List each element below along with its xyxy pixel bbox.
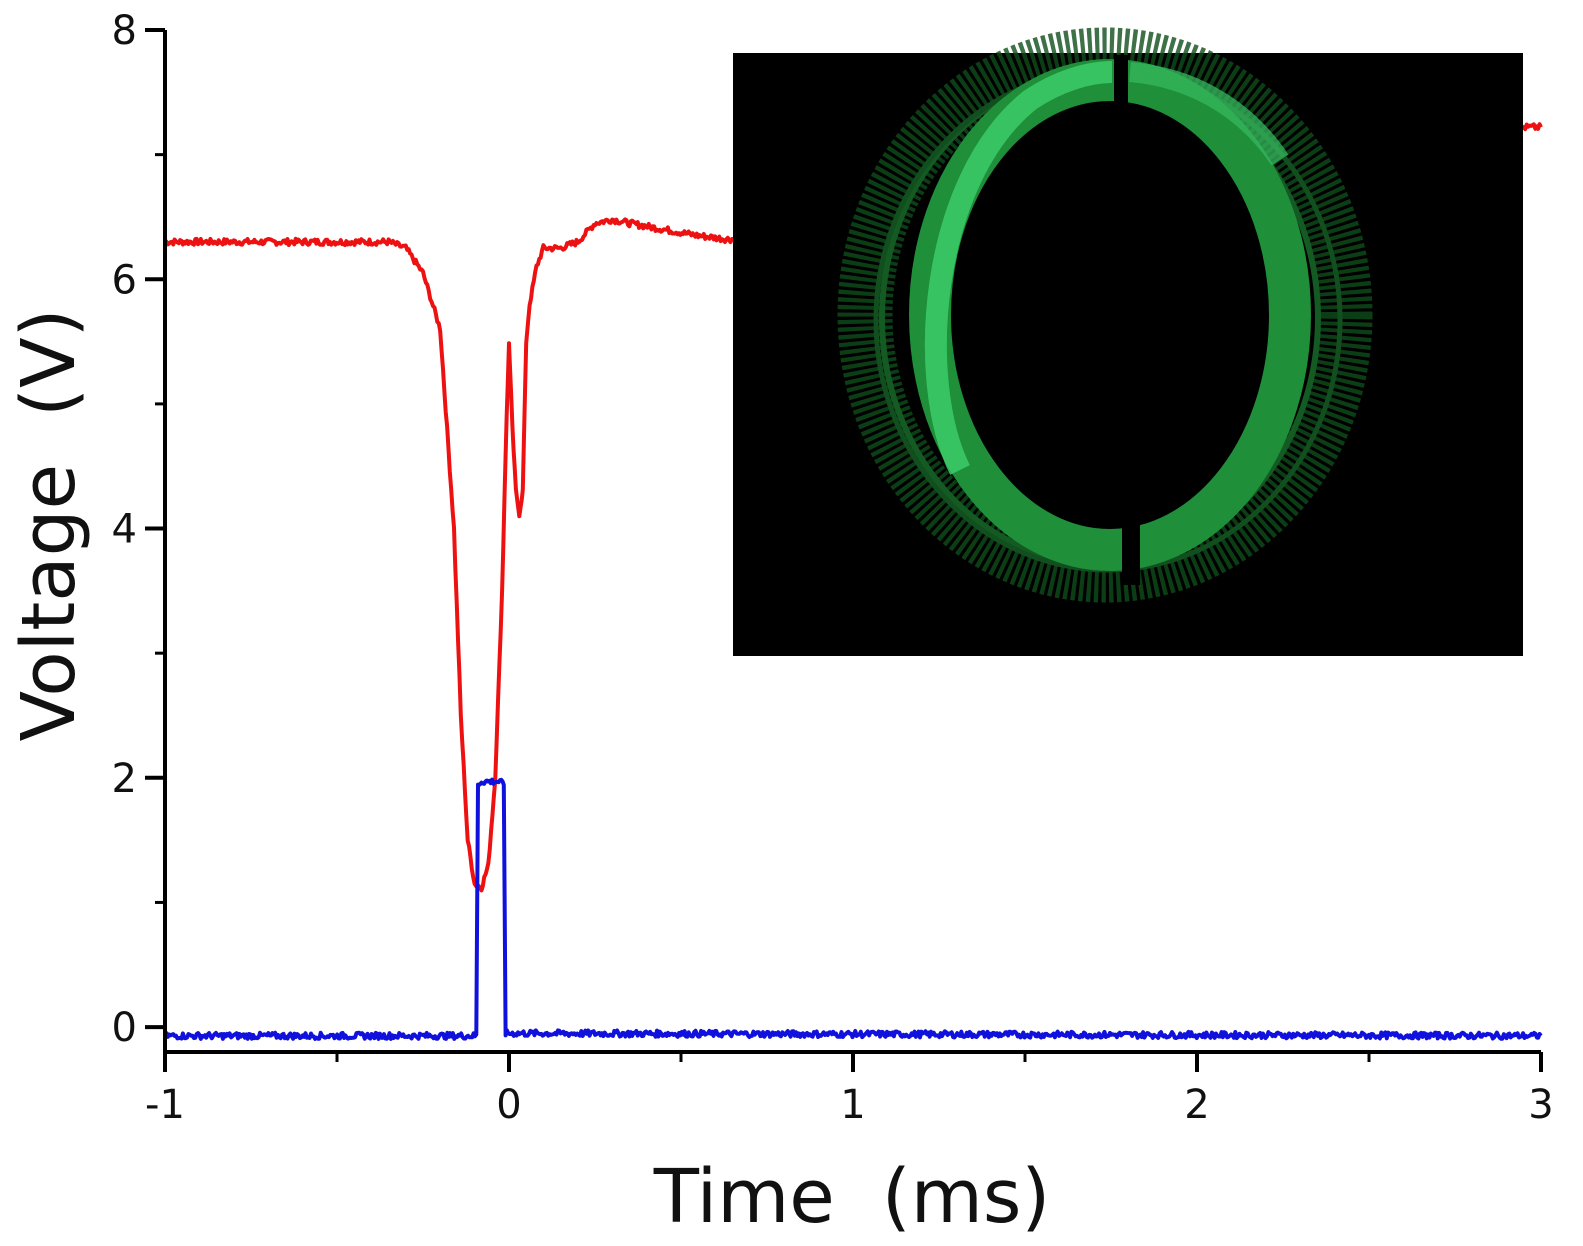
x-axis-ticks: -1 0 1 2 3 [145, 1052, 1554, 1128]
x-tick-label: 0 [496, 1082, 521, 1128]
y-tick-label: 2 [112, 756, 137, 802]
x-tick-label: -1 [145, 1082, 185, 1128]
x-tick-label: 1 [840, 1082, 865, 1128]
y-tick-label: 6 [112, 257, 137, 303]
x-tick-label: 2 [1184, 1082, 1209, 1128]
y-tick-label: 0 [112, 1005, 137, 1051]
y-tick-label: 8 [112, 8, 137, 54]
y-tick-label: 4 [112, 507, 137, 553]
x-tick-label: 3 [1528, 1082, 1553, 1128]
green-ring-image-icon [837, 27, 1373, 603]
y-axis-title: Voltage (V) [6, 309, 92, 742]
y-axis-ticks: 0 2 4 6 8 [112, 8, 165, 1051]
inset-image [733, 27, 1523, 656]
series-line-2 [163, 777, 1543, 1041]
x-axis-title: Time (ms) [653, 1154, 1051, 1240]
